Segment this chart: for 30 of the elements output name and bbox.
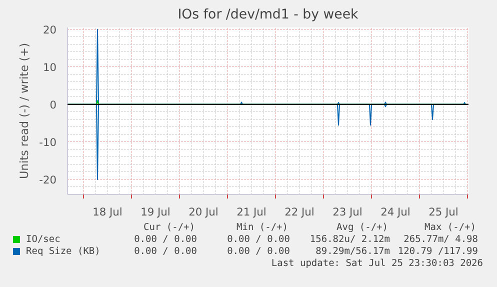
text: Avg (-/+) xyxy=(336,222,388,234)
legend-label: Req Size (KB) xyxy=(26,246,100,258)
text: 0.00 / 0.00 xyxy=(227,246,290,258)
text: 156.82u/ 2.12m xyxy=(310,234,390,246)
text: Last update: Sat Jul 25 23:30:03 2026 xyxy=(271,258,483,270)
x-tick-label: 23 Jul xyxy=(332,206,362,218)
y-tick-label: -10 xyxy=(39,136,57,149)
legend-label: IO/sec xyxy=(26,234,60,246)
x-tick-label: 24 Jul xyxy=(380,206,410,218)
text: 0.00 / 0.00 xyxy=(134,234,197,246)
text: Max (-/+) xyxy=(424,222,476,234)
y-axis-title: Units read (-) / write (+) xyxy=(17,42,32,180)
y-tick-label: 10 xyxy=(42,60,57,74)
x-tick-label: 19 Jul xyxy=(140,206,170,218)
text: Min (-/+) xyxy=(236,222,288,234)
y-tick-label: 20 xyxy=(42,23,57,36)
x-tick-label: 21 Jul xyxy=(236,206,266,218)
text: 89.29m/56.17m xyxy=(316,246,390,258)
text: 0.00 / 0.00 xyxy=(227,234,290,246)
text: 265.77m/ 4.98 xyxy=(404,234,478,246)
x-tick-label: 22 Jul xyxy=(284,206,314,218)
x-tick-label: 18 Jul xyxy=(92,206,122,218)
text: 120.79 /117.99 xyxy=(398,246,478,258)
text: Cur (-/+) xyxy=(144,222,195,234)
y-tick-label: -20 xyxy=(39,173,57,186)
chart-title: IOs for /dev/md1 - by week xyxy=(178,8,359,22)
x-tick-label: 25 Jul xyxy=(428,206,458,218)
x-tick-label: 20 Jul xyxy=(188,206,218,218)
y-tick-label: 0 xyxy=(50,98,57,112)
text: 0.00 / 0.00 xyxy=(134,246,197,258)
